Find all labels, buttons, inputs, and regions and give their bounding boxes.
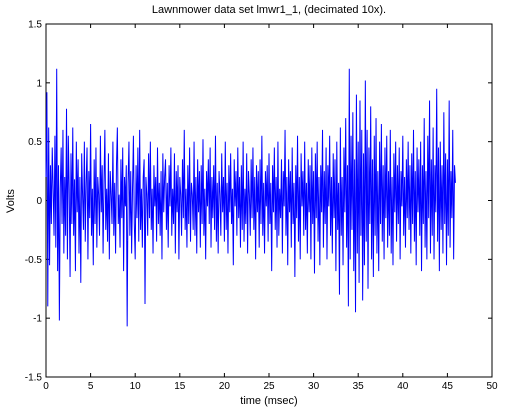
series-layer — [45, 68, 456, 327]
x-tick-label: 50 — [486, 381, 498, 392]
x-tick-label: 40 — [397, 381, 409, 392]
x-tick-label: 25 — [263, 381, 275, 392]
chart-title: Lawnmower data set lmwr1_1, (decimated 1… — [152, 4, 386, 16]
x-tick-label: 30 — [308, 381, 320, 392]
y-tick-label: -0.5 — [25, 255, 43, 266]
x-tick-label: 15 — [174, 381, 186, 392]
x-tick-label: 10 — [130, 381, 142, 392]
x-tick-label: 45 — [442, 381, 454, 392]
x-tick-label: 20 — [219, 381, 231, 392]
x-tick-label: 5 — [88, 381, 94, 392]
y-tick-label: 1.5 — [28, 20, 42, 31]
y-tick-label: 0 — [36, 196, 42, 207]
y-tick-label: -1 — [33, 314, 42, 325]
x-axis: 0 5 10 15 20 25 30 35 40 45 50 — [43, 24, 498, 392]
series-line — [45, 68, 456, 327]
y-tick-label: 1 — [36, 78, 42, 89]
y-axis-label: Volts — [5, 189, 17, 213]
x-tick-label: 35 — [353, 381, 365, 392]
x-axis-label: time (msec) — [240, 395, 297, 407]
x-tick-label: 0 — [43, 381, 49, 392]
y-axis: -1.5 -1 -0.5 0 0.5 1 1.5 — [25, 20, 492, 384]
y-tick-label: -1.5 — [25, 373, 43, 384]
y-tick-label: 0.5 — [28, 137, 42, 148]
